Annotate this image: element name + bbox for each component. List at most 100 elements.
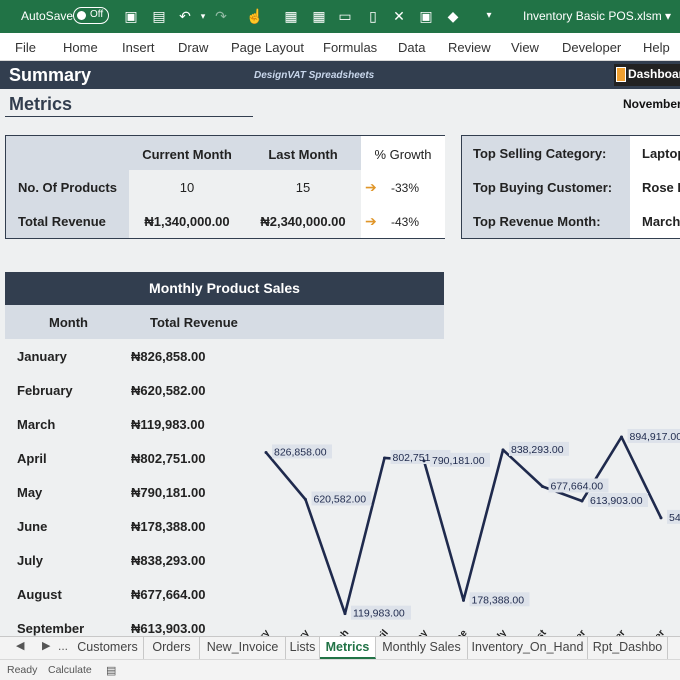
calculator-icon[interactable]: ▯ <box>369 8 377 24</box>
menu-review[interactable]: Review <box>448 40 491 55</box>
monthly-sales-row: September ₦613,903.00 <box>5 611 255 636</box>
accessibility-icon[interactable]: ▤ <box>106 665 117 677</box>
status-bar: Ready Calculate ▤ <box>0 659 680 680</box>
arrow-right-icon: ➔ <box>365 213 377 229</box>
data-label: 119,983.00 <box>353 608 405 620</box>
data-point[interactable] <box>659 516 663 520</box>
form-icon[interactable]: ▦ <box>284 8 298 24</box>
worksheet[interactable]: Summary DesignVAT Spreadsheets Dashboard… <box>0 61 680 636</box>
tab-orders[interactable]: Orders <box>144 637 200 659</box>
data-point[interactable] <box>620 435 623 439</box>
menu-data[interactable]: Data <box>398 40 426 55</box>
fill-color-icon[interactable]: ◆ <box>447 8 459 24</box>
tab-metrics[interactable]: Metrics <box>320 637 376 659</box>
menu-help[interactable]: Help <box>643 40 670 55</box>
data-point[interactable] <box>343 612 347 616</box>
last-month-column: Last Month 15 ₦2,340,000.00 <box>245 136 361 238</box>
dashboard-label: Dashboard <box>628 67 680 81</box>
top-selling-label: Top Selling Category: <box>473 146 607 161</box>
autosave-label: AutoSave <box>21 9 74 23</box>
data-point[interactable] <box>264 450 268 454</box>
row-revenue: ₦838,293.00 <box>131 553 206 568</box>
last-month-header: Last Month <box>245 136 361 170</box>
monthly-sales-row: February ₦620,582.00 <box>5 373 255 407</box>
x-tick-label: ebruary <box>280 628 312 636</box>
summary-banner: Summary DesignVAT Spreadsheets Dashboard <box>0 61 680 89</box>
touch-mode-icon[interactable]: ☝ <box>246 8 264 24</box>
menu-view[interactable]: View <box>511 40 539 55</box>
menu-insert[interactable]: Insert <box>122 40 155 55</box>
brand-name: DesignVAT Spreadsheets <box>254 70 375 81</box>
data-point[interactable] <box>462 598 465 602</box>
tab-lists[interactable]: Lists <box>286 637 320 659</box>
row-revenue: ₦613,903.00 <box>131 621 206 636</box>
top-month-value: March <box>642 214 680 229</box>
image-icon[interactable]: ▣ <box>419 8 433 24</box>
dashboard-icon <box>616 67 626 82</box>
table-icon[interactable]: ▦ <box>312 8 326 24</box>
dashboard-button[interactable]: Dashboard <box>614 64 680 86</box>
monthly-sales-line-chart[interactable]: 826,858.00620,582.00119,983.00802,751.00… <box>250 391 680 636</box>
menu-developer[interactable]: Developer <box>562 40 622 55</box>
data-point[interactable] <box>541 484 544 488</box>
banner-title: Summary <box>9 65 92 85</box>
menu-page-layout[interactable]: Page Layout <box>231 40 305 55</box>
menu-home[interactable]: Home <box>63 40 98 55</box>
top-customer-label: Top Buying Customer: <box>473 180 613 195</box>
redo-icon[interactable]: ↷ <box>215 8 227 24</box>
x-tick-label: ember <box>640 628 668 636</box>
tab-new-invoice[interactable]: New_Invoice <box>200 637 286 659</box>
data-label: 826,858.00 <box>274 446 327 458</box>
data-point[interactable] <box>304 498 307 502</box>
top-customer-value: Rose R <box>642 180 680 195</box>
undo-icon[interactable]: ↶ <box>179 8 191 24</box>
autosave-state: Off <box>90 9 104 20</box>
data-label: 613,903.00 <box>590 495 643 507</box>
menu-formulas[interactable]: Formulas <box>323 40 378 55</box>
tab-monthly-sales[interactable]: Monthly Sales <box>376 637 468 659</box>
customize-icon[interactable]: ▾ <box>486 10 492 21</box>
metrics-title: Metrics <box>9 94 73 114</box>
data-point[interactable] <box>501 448 505 452</box>
data-point[interactable] <box>383 456 386 460</box>
kpi-row-label: Total Revenue <box>18 214 106 229</box>
tab-more[interactable]: ... <box>58 639 69 653</box>
monthly-sales-row: May ₦790,181.00 <box>5 475 255 509</box>
menu-file[interactable]: File <box>15 40 36 55</box>
monthly-sales-row: July ₦838,293.00 <box>5 543 255 577</box>
row-month: March <box>17 417 56 432</box>
data-label: 677,664.00 <box>551 480 604 492</box>
tab-prev-icon[interactable]: ◀ <box>16 640 25 652</box>
x-tick-label: June <box>446 628 470 636</box>
data-point[interactable] <box>422 459 426 463</box>
save-icon[interactable]: ▣ <box>124 8 138 24</box>
menu-draw[interactable]: Draw <box>178 40 209 55</box>
row-month: July <box>17 553 44 568</box>
open-folder-icon[interactable]: ▭ <box>338 8 352 24</box>
status-calculate[interactable]: Calculate <box>48 664 92 676</box>
tab-rpt-dashbo[interactable]: Rpt_Dashbo <box>588 637 668 659</box>
last-revenue: ₦2,340,000.00 <box>260 214 346 229</box>
data-point[interactable] <box>580 499 584 503</box>
row-revenue: ₦119,983.00 <box>131 417 205 432</box>
monthly-sales-header: Monthly Product Sales <box>5 272 444 305</box>
row-month: May <box>17 485 43 500</box>
data-label-background <box>469 592 530 607</box>
autosave-toggle[interactable]: Off <box>73 7 109 24</box>
row-month: April <box>17 451 47 466</box>
clear-icon[interactable]: ✕ <box>393 8 405 24</box>
monthly-sales-row: August ₦677,664.00 <box>5 577 255 611</box>
kpi-label-column: No. Of Products Total Revenue <box>6 136 129 238</box>
x-tick-label: May <box>409 628 430 636</box>
kpi-table: No. Of Products Total Revenue Current Mo… <box>5 135 445 239</box>
undo-dropdown-icon[interactable]: ▾ <box>200 11 206 21</box>
tab-next-icon[interactable]: ▶ <box>42 640 51 652</box>
save-as-icon[interactable]: ▤ <box>152 8 166 24</box>
tab-inventory-on-hand[interactable]: Inventory_On_Hand <box>468 637 588 659</box>
row-month: September <box>17 621 85 636</box>
x-tick-label: anuary <box>250 628 273 636</box>
file-name[interactable]: Inventory Basic POS.xlsm ▾ <box>523 9 672 23</box>
data-label-background <box>627 428 680 443</box>
top-month-label: Top Revenue Month: <box>473 214 601 229</box>
tab-customers[interactable]: Customers <box>72 637 144 659</box>
